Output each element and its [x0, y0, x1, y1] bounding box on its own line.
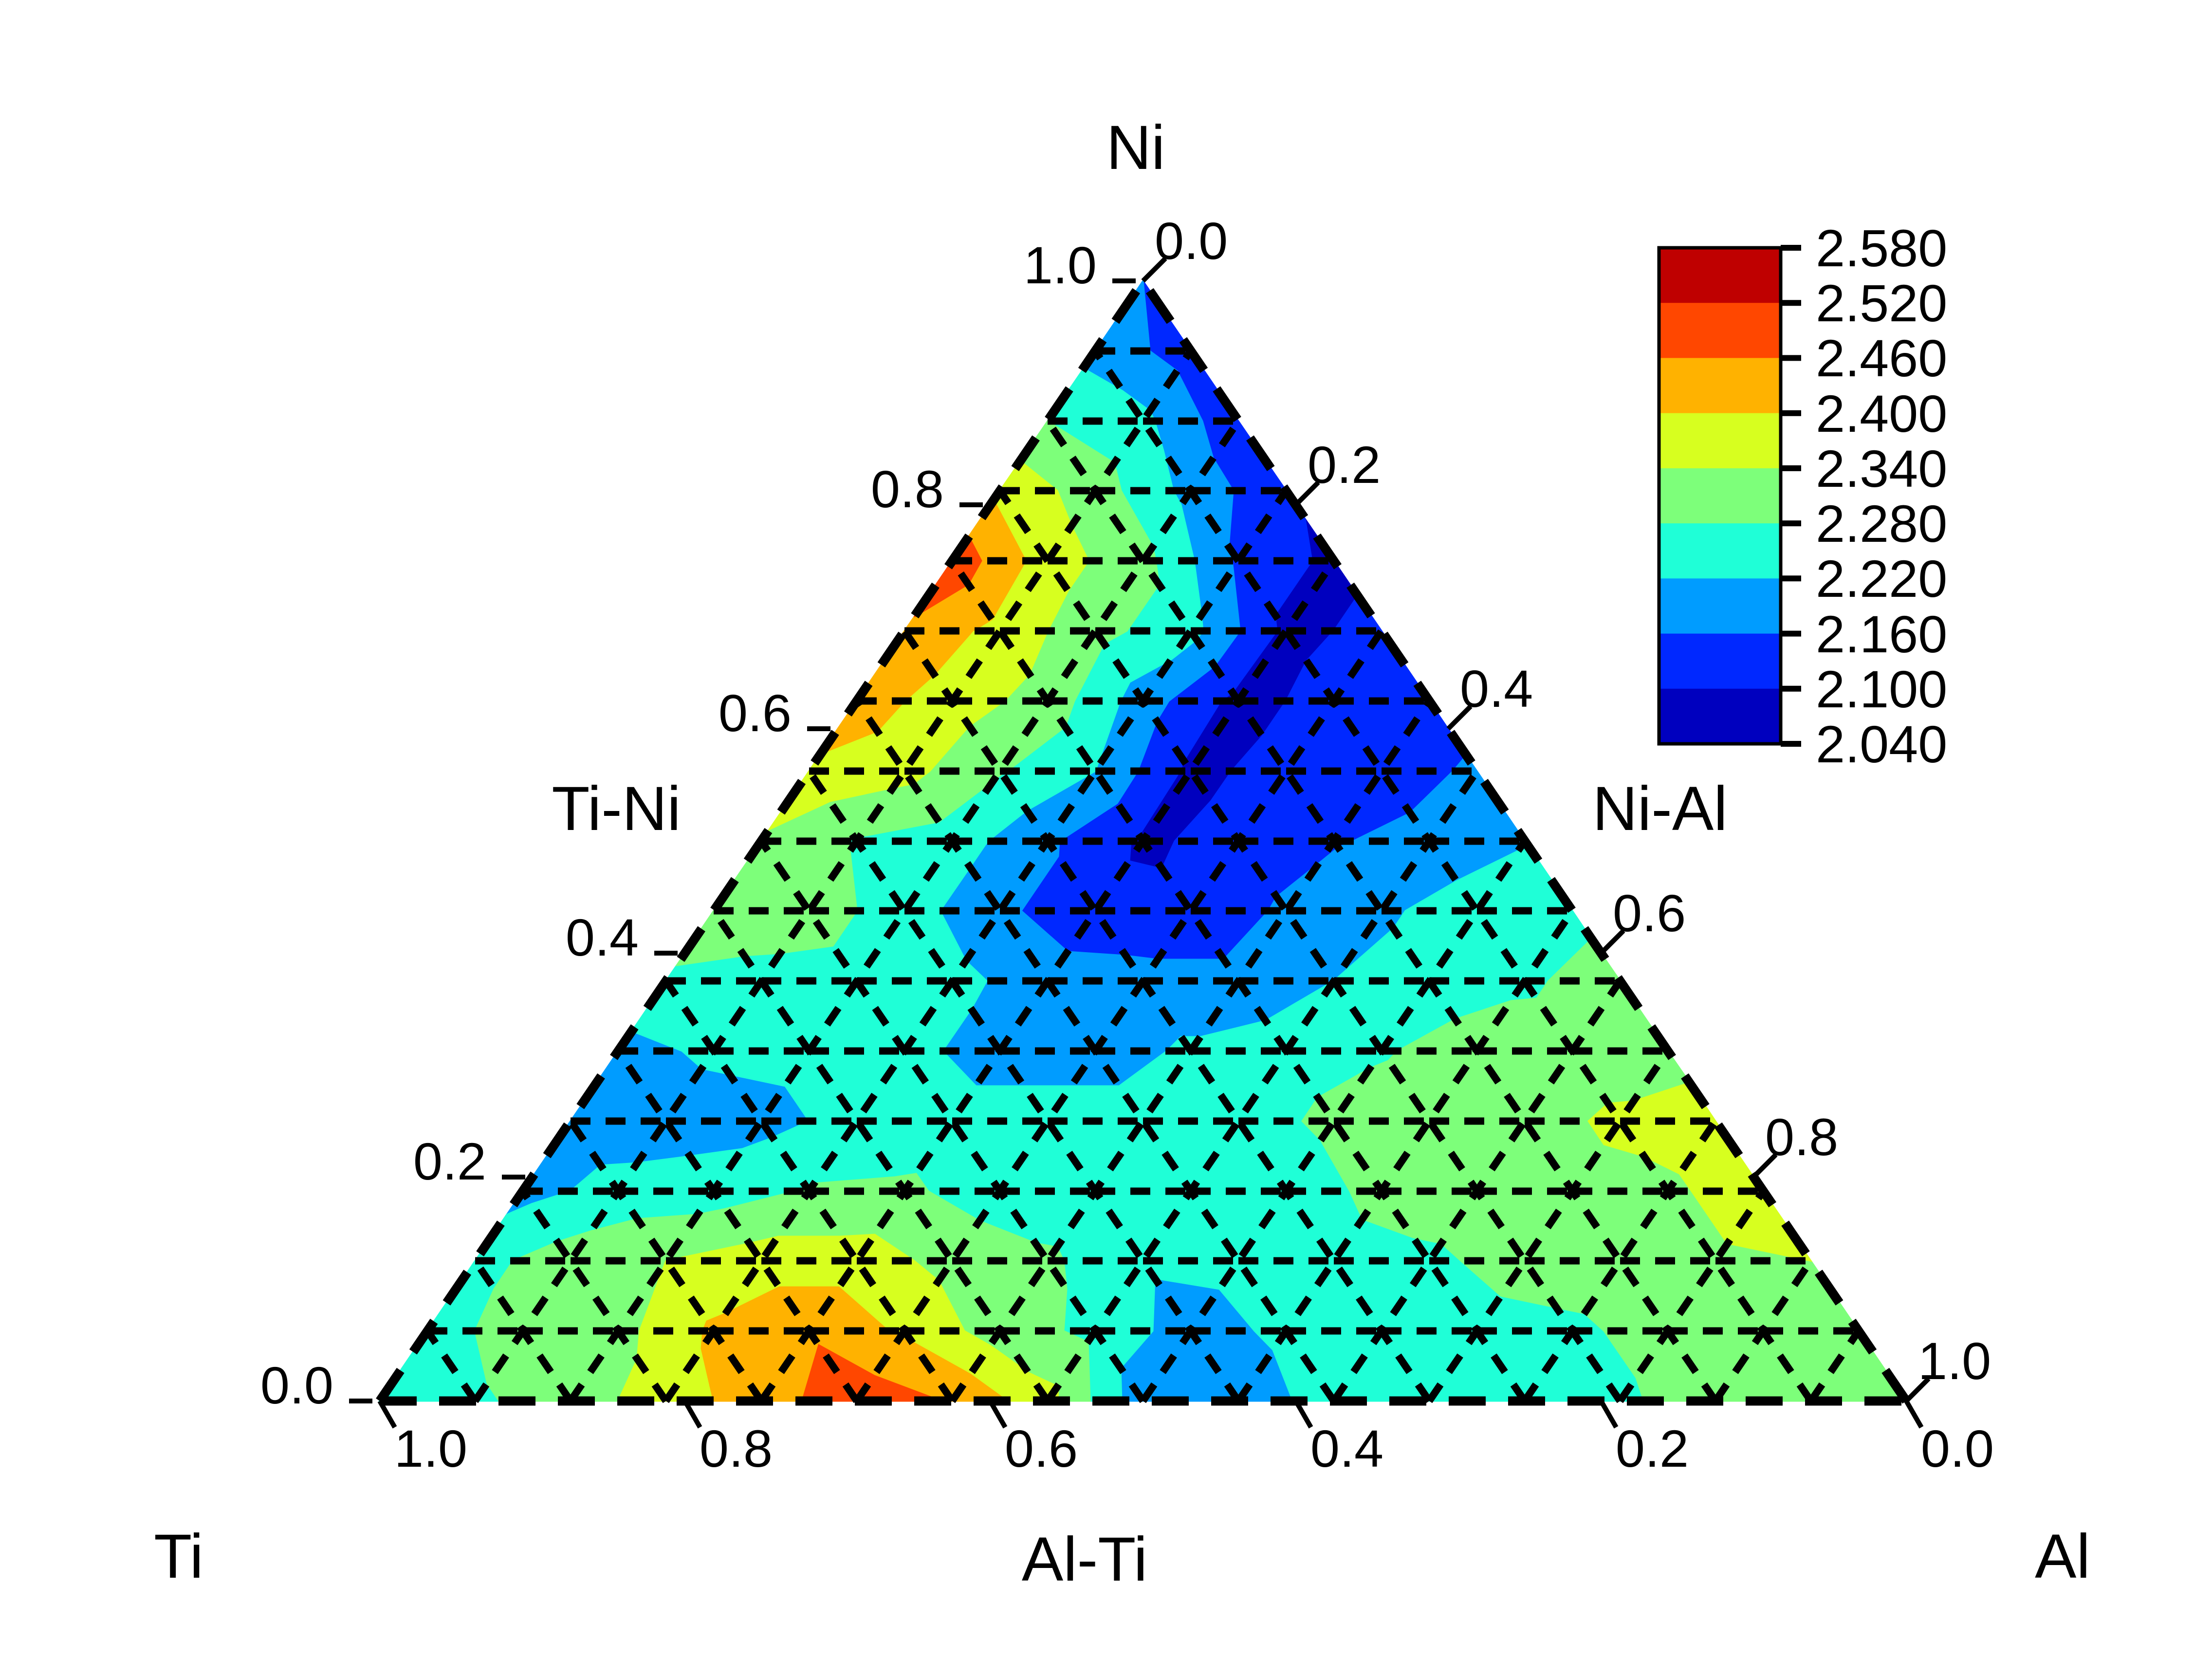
svg-text:2.220: 2.220 — [1816, 549, 1947, 608]
svg-text:Ni-Al: Ni-Al — [1592, 774, 1727, 844]
svg-text:1.0: 1.0 — [394, 1419, 467, 1478]
svg-text:2.280: 2.280 — [1816, 494, 1947, 553]
svg-text:0.0: 0.0 — [1921, 1419, 1994, 1478]
svg-text:2.340: 2.340 — [1816, 439, 1947, 498]
svg-text:0.0: 0.0 — [1155, 211, 1228, 270]
svg-text:Ni: Ni — [1106, 113, 1165, 183]
svg-text:2.040: 2.040 — [1816, 715, 1947, 774]
svg-text:0.6: 0.6 — [1613, 884, 1686, 942]
svg-text:1.0: 1.0 — [1918, 1331, 1991, 1390]
svg-text:0.8: 0.8 — [1765, 1107, 1838, 1166]
svg-text:Al-Ti: Al-Ti — [1022, 1525, 1147, 1594]
svg-text:1.0: 1.0 — [1024, 236, 1097, 295]
svg-text:0.0: 0.0 — [260, 1356, 333, 1415]
svg-text:0.4: 0.4 — [566, 908, 639, 967]
svg-text:2.160: 2.160 — [1816, 605, 1947, 664]
svg-text:2.100: 2.100 — [1816, 660, 1947, 719]
svg-text:Ti-Ni: Ti-Ni — [552, 774, 681, 844]
svg-text:Al: Al — [2035, 1522, 2090, 1591]
svg-text:2.460: 2.460 — [1816, 329, 1947, 387]
svg-text:2.580: 2.580 — [1816, 219, 1947, 277]
svg-text:0.4: 0.4 — [1460, 659, 1533, 718]
svg-text:0.2: 0.2 — [413, 1132, 486, 1191]
svg-text:0.8: 0.8 — [700, 1419, 773, 1478]
svg-text:0.2: 0.2 — [1308, 435, 1381, 494]
svg-text:2.400: 2.400 — [1816, 384, 1947, 443]
svg-text:0.6: 0.6 — [719, 683, 792, 742]
svg-text:0.2: 0.2 — [1616, 1419, 1689, 1478]
svg-text:2.520: 2.520 — [1816, 274, 1947, 332]
svg-text:0.6: 0.6 — [1005, 1419, 1078, 1478]
svg-text:Ti: Ti — [154, 1522, 203, 1591]
svg-text:0.8: 0.8 — [871, 460, 944, 518]
svg-text:0.4: 0.4 — [1310, 1419, 1383, 1478]
